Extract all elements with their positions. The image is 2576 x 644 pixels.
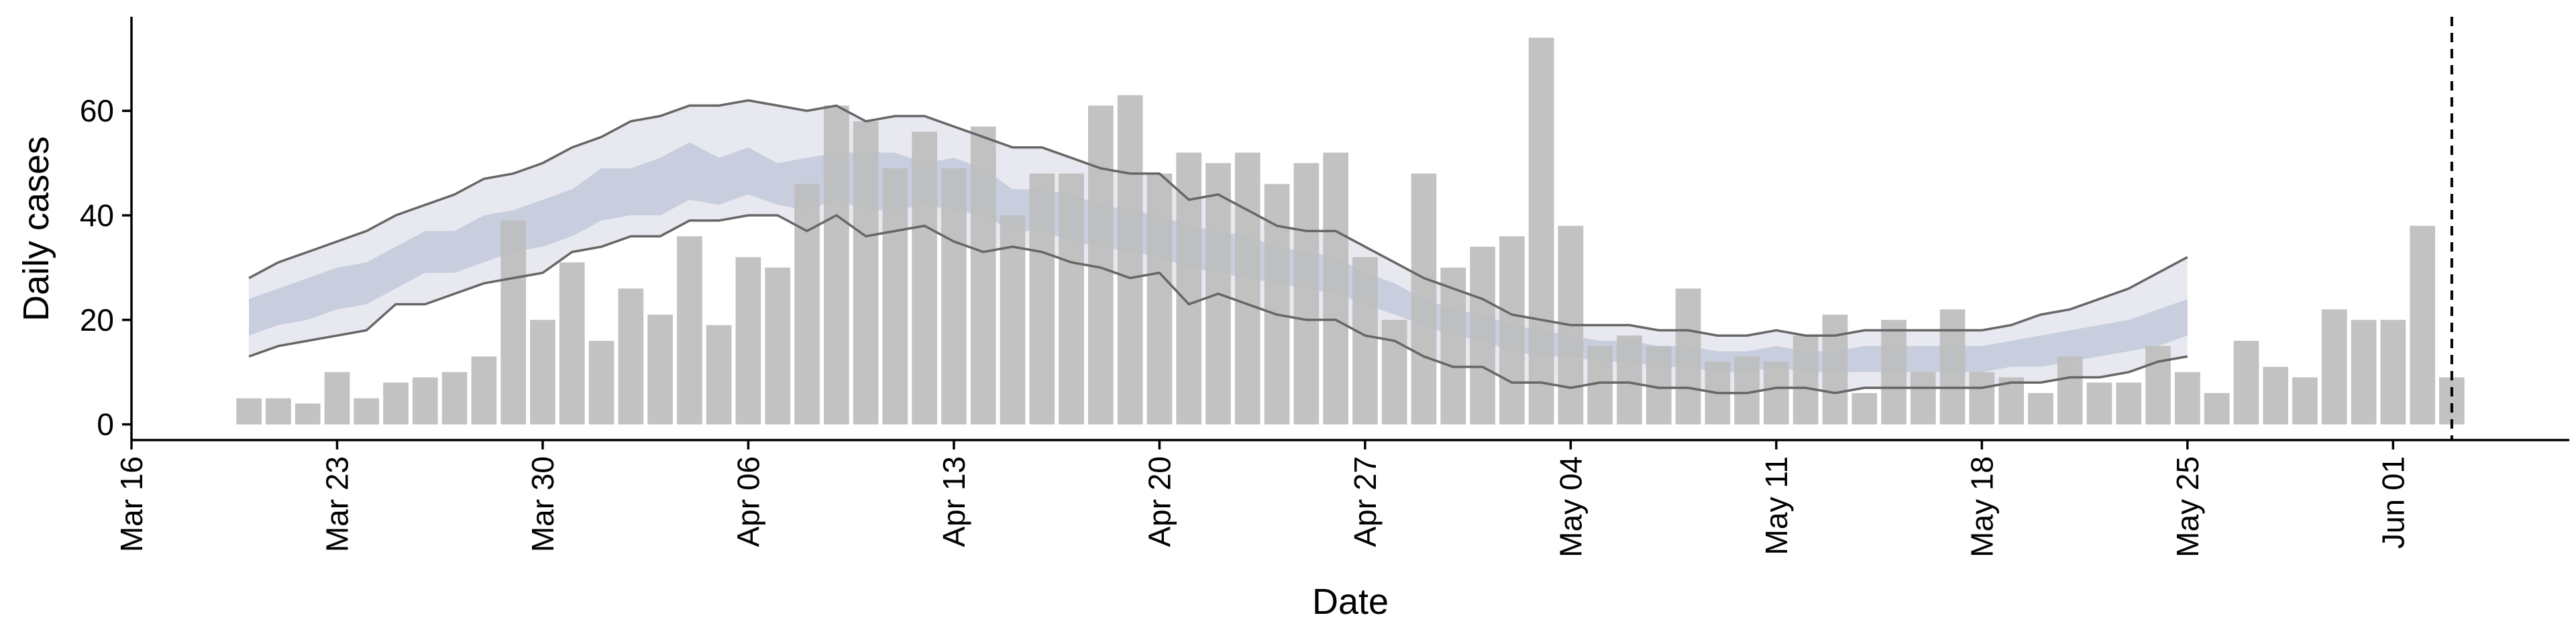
bar xyxy=(559,262,585,425)
bar xyxy=(1117,95,1143,425)
bar xyxy=(1029,173,1055,425)
bar xyxy=(882,168,908,425)
bar xyxy=(2057,356,2083,425)
bar xyxy=(2116,382,2142,425)
bar xyxy=(2410,225,2435,425)
bar xyxy=(2321,309,2347,425)
x-axis-title: Date xyxy=(1312,582,1389,622)
bar xyxy=(1293,163,1320,425)
bar xyxy=(765,267,791,425)
bar xyxy=(2145,345,2171,425)
bar xyxy=(294,403,321,425)
bar xyxy=(1851,392,1878,425)
bar xyxy=(324,372,350,425)
bar xyxy=(1939,309,1966,425)
bar xyxy=(941,168,967,425)
bar xyxy=(2292,377,2318,425)
bar xyxy=(383,382,409,425)
bar xyxy=(970,126,996,425)
bar xyxy=(647,315,673,425)
bar xyxy=(500,220,527,425)
x-tick-label: Apr 06 xyxy=(731,456,765,547)
y-tick-label: 40 xyxy=(80,198,114,233)
bars xyxy=(236,38,2465,425)
bar xyxy=(1910,372,1936,425)
x-tick-label: Mar 23 xyxy=(320,456,355,552)
x-tick-label: May 04 xyxy=(1553,456,1588,557)
bar xyxy=(266,398,291,425)
x-tick-label: Mar 16 xyxy=(114,456,149,552)
x-tick-label: May 11 xyxy=(1759,456,1794,555)
bar xyxy=(2263,366,2288,425)
bar xyxy=(1969,372,1995,425)
bar xyxy=(1764,362,1789,425)
bar xyxy=(1881,319,1907,425)
bar xyxy=(1234,152,1260,425)
x-tick-label: Apr 13 xyxy=(936,456,971,547)
y-tick-label: 0 xyxy=(97,407,114,442)
bar xyxy=(706,325,732,425)
bar xyxy=(1146,173,1173,425)
y-tick-label: 60 xyxy=(80,93,114,128)
bar xyxy=(1411,173,1437,425)
bar xyxy=(1470,246,1495,425)
bar xyxy=(1352,257,1378,425)
y-axis-title: Daily cases xyxy=(16,136,56,321)
bar xyxy=(530,319,555,425)
bar xyxy=(2439,377,2465,425)
band-bound-lines xyxy=(248,99,2188,394)
bar xyxy=(441,372,468,425)
bar xyxy=(1059,173,1084,425)
bar xyxy=(1000,215,1026,425)
bar xyxy=(2380,319,2406,425)
x-tick-label: May 25 xyxy=(2170,456,2205,557)
bar xyxy=(588,341,614,425)
y-tick-label: 20 xyxy=(80,303,114,337)
bar xyxy=(1499,236,1525,425)
x-tick-label: Mar 30 xyxy=(525,456,560,552)
bar xyxy=(853,121,879,425)
bar xyxy=(2351,319,2377,425)
bar xyxy=(618,288,644,425)
bar xyxy=(2175,372,2200,425)
y-axis: 0 20 40 60 xyxy=(80,17,133,442)
bar xyxy=(677,236,702,425)
bar xyxy=(2086,382,2112,425)
bar xyxy=(1323,152,1348,425)
bar xyxy=(354,398,380,425)
x-axis: Mar 16 Mar 23 Mar 30 Apr 06 Apr 13 Apr 20 Apr … xyxy=(114,439,2569,557)
x-tick-label: May 18 xyxy=(1964,456,1999,557)
bar xyxy=(2233,341,2259,425)
bar xyxy=(2204,392,2230,425)
x-tick-label: Apr 20 xyxy=(1142,456,1177,547)
bar xyxy=(1617,335,1642,425)
bar xyxy=(824,105,849,425)
lower-bound-line xyxy=(248,213,2188,394)
bar xyxy=(1264,184,1290,425)
bar xyxy=(735,257,761,425)
bar xyxy=(1381,319,1407,425)
plot-area xyxy=(236,17,2465,440)
bar xyxy=(1822,315,1848,425)
bar xyxy=(1675,288,1701,425)
bar xyxy=(1440,267,1466,425)
bar xyxy=(1792,335,1819,425)
bar xyxy=(413,377,438,425)
bar xyxy=(236,398,262,425)
x-tick-label: Apr 27 xyxy=(1348,456,1383,547)
bar xyxy=(794,184,820,425)
bar xyxy=(471,356,497,425)
bar xyxy=(912,131,937,425)
x-tick-label: Jun 01 xyxy=(2375,456,2410,549)
bar xyxy=(1528,38,1554,425)
upper-bound-line xyxy=(248,99,2188,337)
bar xyxy=(2028,392,2053,425)
